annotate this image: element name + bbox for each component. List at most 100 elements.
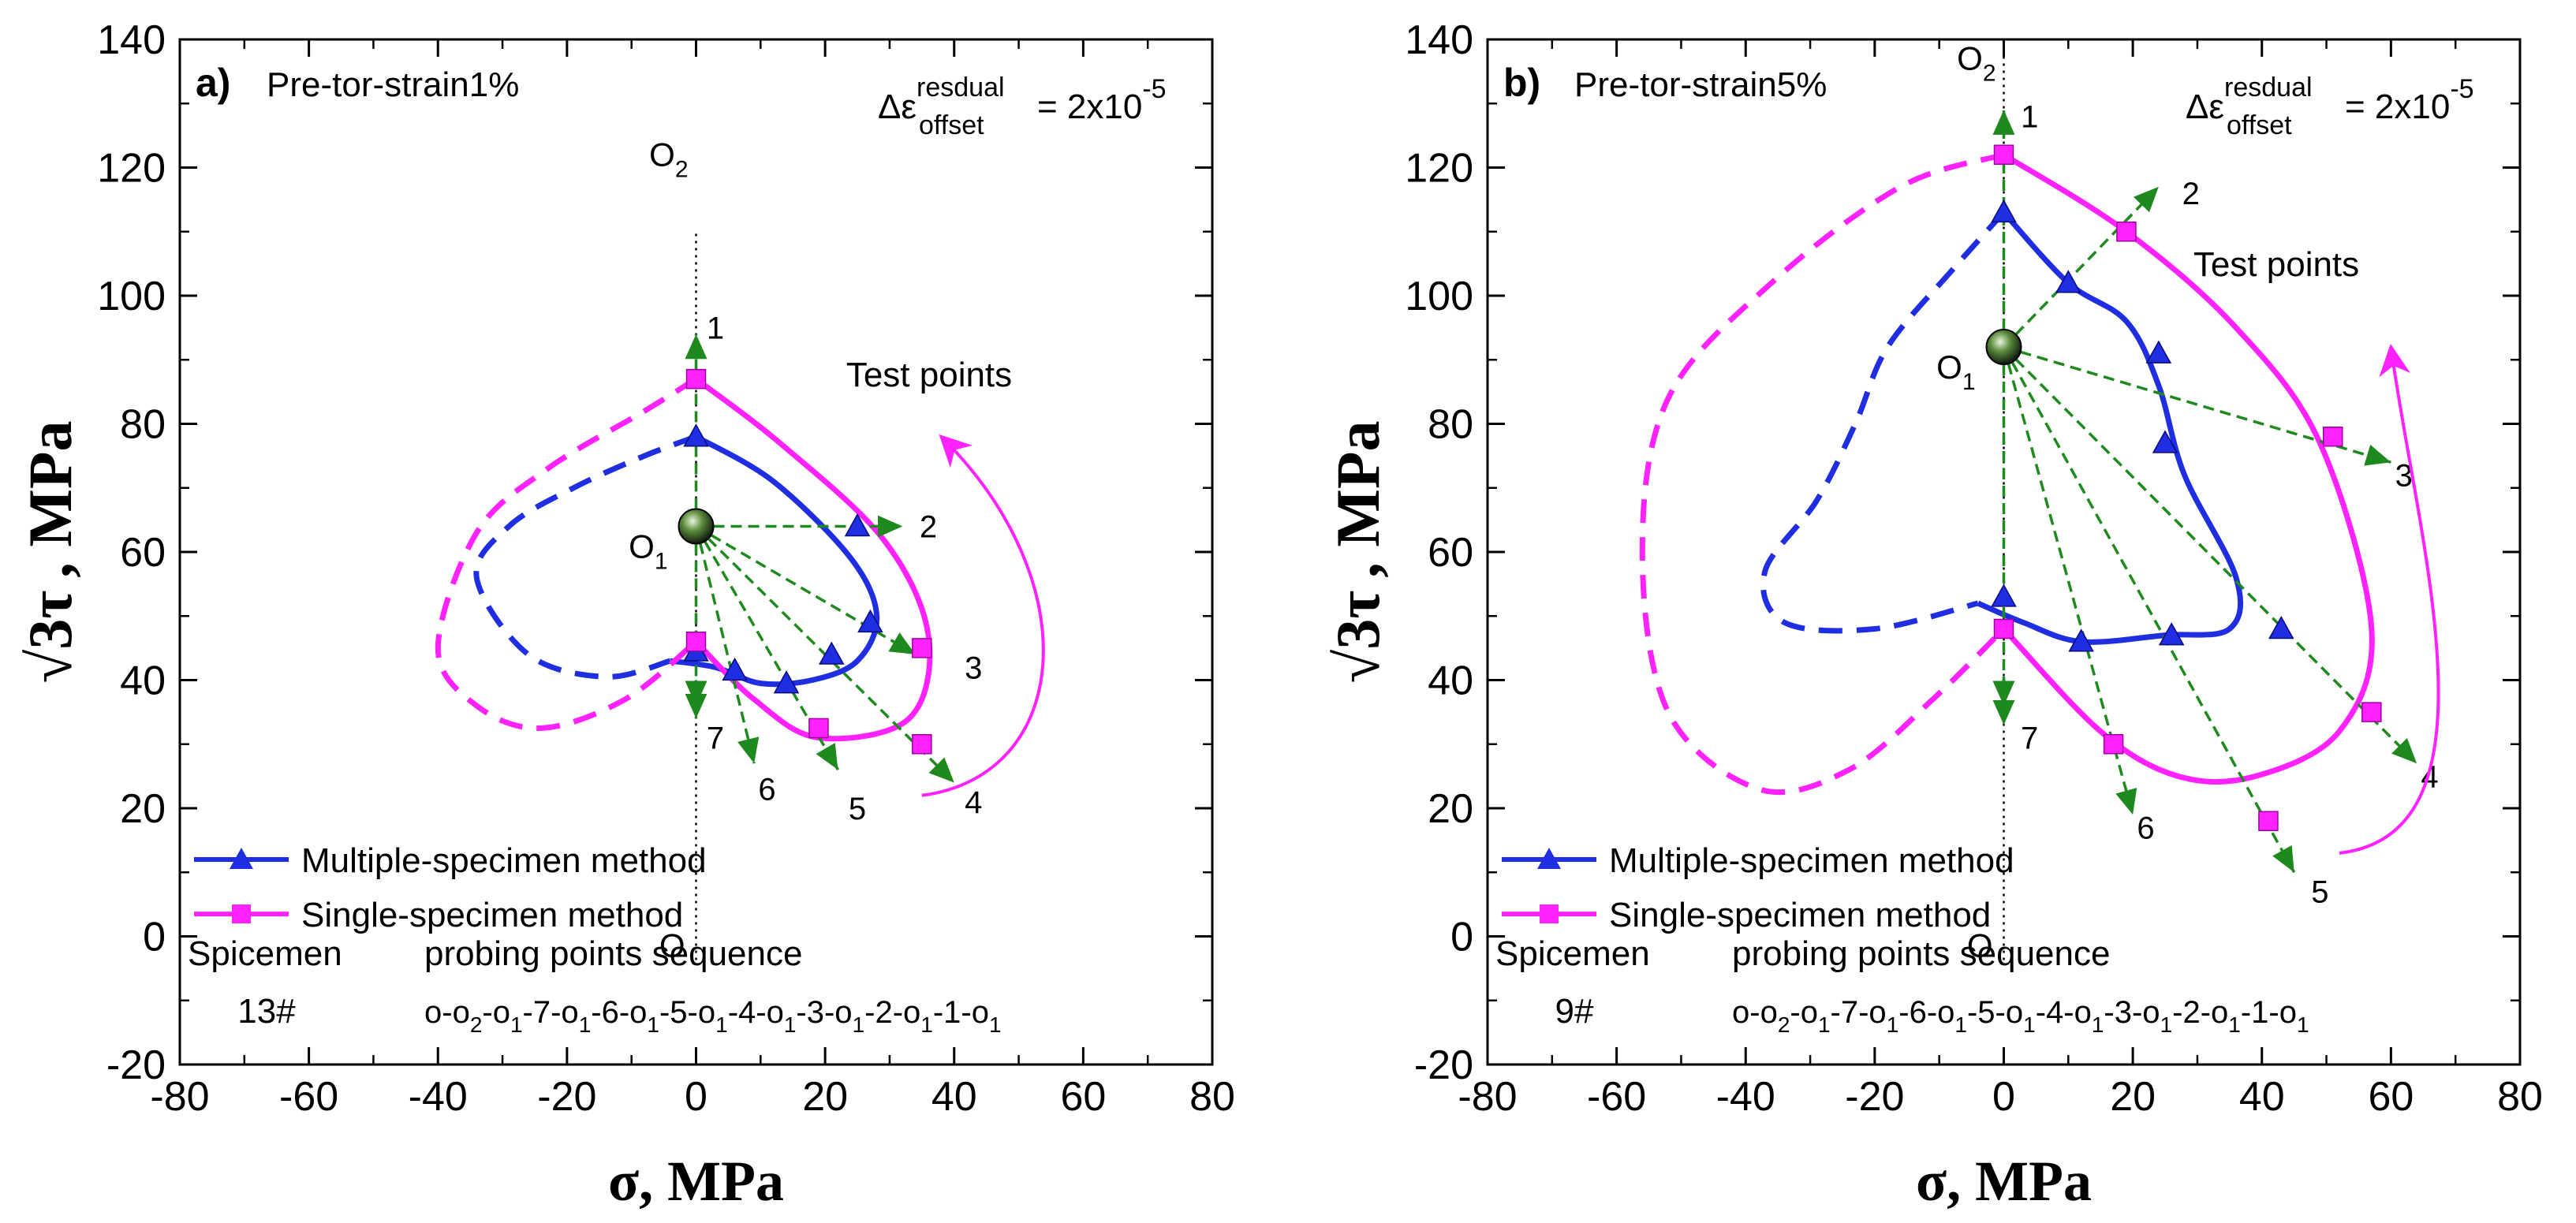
single-specimen-point (912, 734, 932, 755)
x-tick-label: -60 (279, 1074, 338, 1120)
y-tick-label: -20 (106, 1042, 166, 1088)
y-tick-label: 140 (97, 17, 166, 63)
x-tick-label: -40 (409, 1074, 468, 1120)
origin-label: O (659, 927, 685, 964)
x-tick-label: 0 (1992, 1074, 2015, 1120)
multiple-specimen-point (2268, 615, 2294, 639)
x-tick-label: -80 (1458, 1074, 1517, 1120)
probe-arrow-5 (2002, 346, 2296, 874)
single-specimen-point (2116, 222, 2137, 242)
single-specimen-point (2258, 811, 2279, 831)
multiple-specimen-point (683, 423, 709, 447)
single-specimen-point (912, 638, 932, 658)
x-tick-label: 40 (931, 1074, 977, 1120)
multiple-specimen-point (2055, 270, 2081, 293)
o1-label: O1 (1936, 349, 1975, 395)
probe-label-4: 4 (965, 785, 982, 820)
single-specimen-point (1993, 618, 2014, 639)
x-tick-label: 20 (802, 1074, 848, 1120)
legend-triangle-marker (230, 848, 253, 869)
y-tick-label: 20 (1428, 786, 1473, 832)
sequence-header: probing points sequence (424, 934, 802, 973)
probe-arrow-4 (2003, 345, 2418, 765)
specimen-id: 9# (1555, 992, 1594, 1031)
legend-entry: Single-specimen method (301, 896, 683, 934)
y-tick-label: 120 (97, 146, 166, 192)
panel-label: a) (196, 61, 230, 105)
multiple-dashed-curve (1760, 211, 2007, 634)
multiple-specimen-point (722, 657, 748, 681)
single-specimen-point (2103, 734, 2124, 755)
legend-entry: Multiple-specimen method (301, 841, 707, 880)
x-tick-label: 80 (2497, 1074, 2543, 1120)
multiple-specimen-point (773, 670, 800, 694)
probe-label-2: 2 (2182, 177, 2200, 211)
x-tick-label: 60 (2368, 1074, 2414, 1120)
sequence-header: probing points sequence (1732, 934, 2110, 973)
y-tick-label: 100 (97, 274, 166, 319)
o1-label: O1 (629, 528, 667, 575)
test-points-arrow (2339, 344, 2440, 855)
multiple-specimen-point (2068, 628, 2094, 652)
single-solid-curve (2001, 152, 2375, 785)
y-tick-label: 0 (143, 915, 166, 960)
single-dashed-curve (1639, 151, 2006, 796)
o2-label: O2 (649, 136, 688, 182)
multiple-specimen-point (2158, 622, 2185, 646)
y-tick-label: 20 (120, 786, 166, 832)
legend-triangle-marker (1537, 848, 1561, 869)
probe-arrow-2 (2003, 185, 2160, 349)
probe-label-1: 1 (2021, 100, 2038, 135)
residual-offset-label: Δεresdual offset = 2x10-5 (878, 73, 1167, 140)
multiple-specimen-point (2145, 340, 2172, 364)
y-axis-title: √3τ, MPa (16, 420, 84, 683)
x-tick-label: -20 (537, 1074, 596, 1120)
probe-label-5: 5 (849, 792, 866, 826)
y-tick-label: 80 (120, 402, 166, 448)
y-tick-label: 60 (120, 530, 166, 576)
probing-sequence: o-o2-o1-7-o1-6-o1-5-o1-4-o1-3-o1-2-o1-1-… (1732, 995, 2309, 1037)
probe-label-3: 3 (2395, 459, 2413, 494)
single-specimen-point (1993, 144, 2014, 165)
probing-sequence: o-o2-o1-7-o1-6-o1-5-o1-4-o1-3-o1-2-o1-1-… (424, 995, 1002, 1037)
probe-label-1: 1 (707, 311, 724, 346)
multiple-specimen-point (1991, 199, 2017, 223)
x-axis-title: σ, MPa (1916, 1150, 2092, 1213)
y-tick-label: 40 (120, 658, 166, 704)
x-axis-title: σ, MPa (608, 1150, 784, 1213)
multiple-dashed-curve (473, 434, 697, 680)
y-tick-label: 100 (1405, 274, 1473, 319)
y-tick-label: 140 (1405, 17, 1473, 63)
x-tick-label: -80 (150, 1074, 209, 1120)
y-tick-label: 40 (1428, 658, 1473, 704)
x-tick-label: 60 (1060, 1074, 1106, 1120)
specimen-header: Spicemen (188, 934, 342, 973)
probe-arrow-6 (694, 526, 760, 764)
probe-label-3: 3 (965, 651, 982, 685)
test-points-label: Test points (846, 356, 1012, 394)
o1-point (678, 508, 715, 545)
y-tick-label: -20 (1414, 1042, 1473, 1088)
probe-label-7: 7 (707, 721, 724, 756)
x-tick-label: -40 (1716, 1074, 1775, 1120)
y-tick-label: 60 (1428, 530, 1473, 576)
chart-panel-a: -80 -60 -40 -20 0 20 40 60 80 -20 0 20 40 60 80 100 120 1… (16, 17, 1235, 1213)
x-tick-label: -60 (1587, 1074, 1646, 1120)
legend-entry: Multiple-specimen method (1609, 841, 2014, 880)
chart-panel-b: -80 -60 -40 -20 0 20 40 60 80 -20 0 20 40 60 80 100 120 1… (1323, 17, 2543, 1213)
panel-title: Pre-tor-strain1% (267, 65, 519, 104)
y-tick-label: 0 (1450, 915, 1473, 960)
x-tick-label: 0 (685, 1074, 707, 1120)
multiple-specimen-point (857, 609, 883, 633)
panel-title: Pre-tor-strain5% (1574, 65, 1827, 104)
single-specimen-point (2322, 427, 2343, 447)
x-tick-label: 40 (2239, 1074, 2285, 1120)
probe-label-6: 6 (2137, 811, 2154, 845)
specimen-id: 13# (237, 992, 296, 1031)
x-tick-label: 80 (1189, 1074, 1235, 1120)
origin-label: O (1967, 927, 1993, 964)
multiple-specimen-point (1991, 584, 2017, 607)
single-specimen-point (685, 632, 707, 652)
probe-label-2: 2 (920, 510, 937, 545)
